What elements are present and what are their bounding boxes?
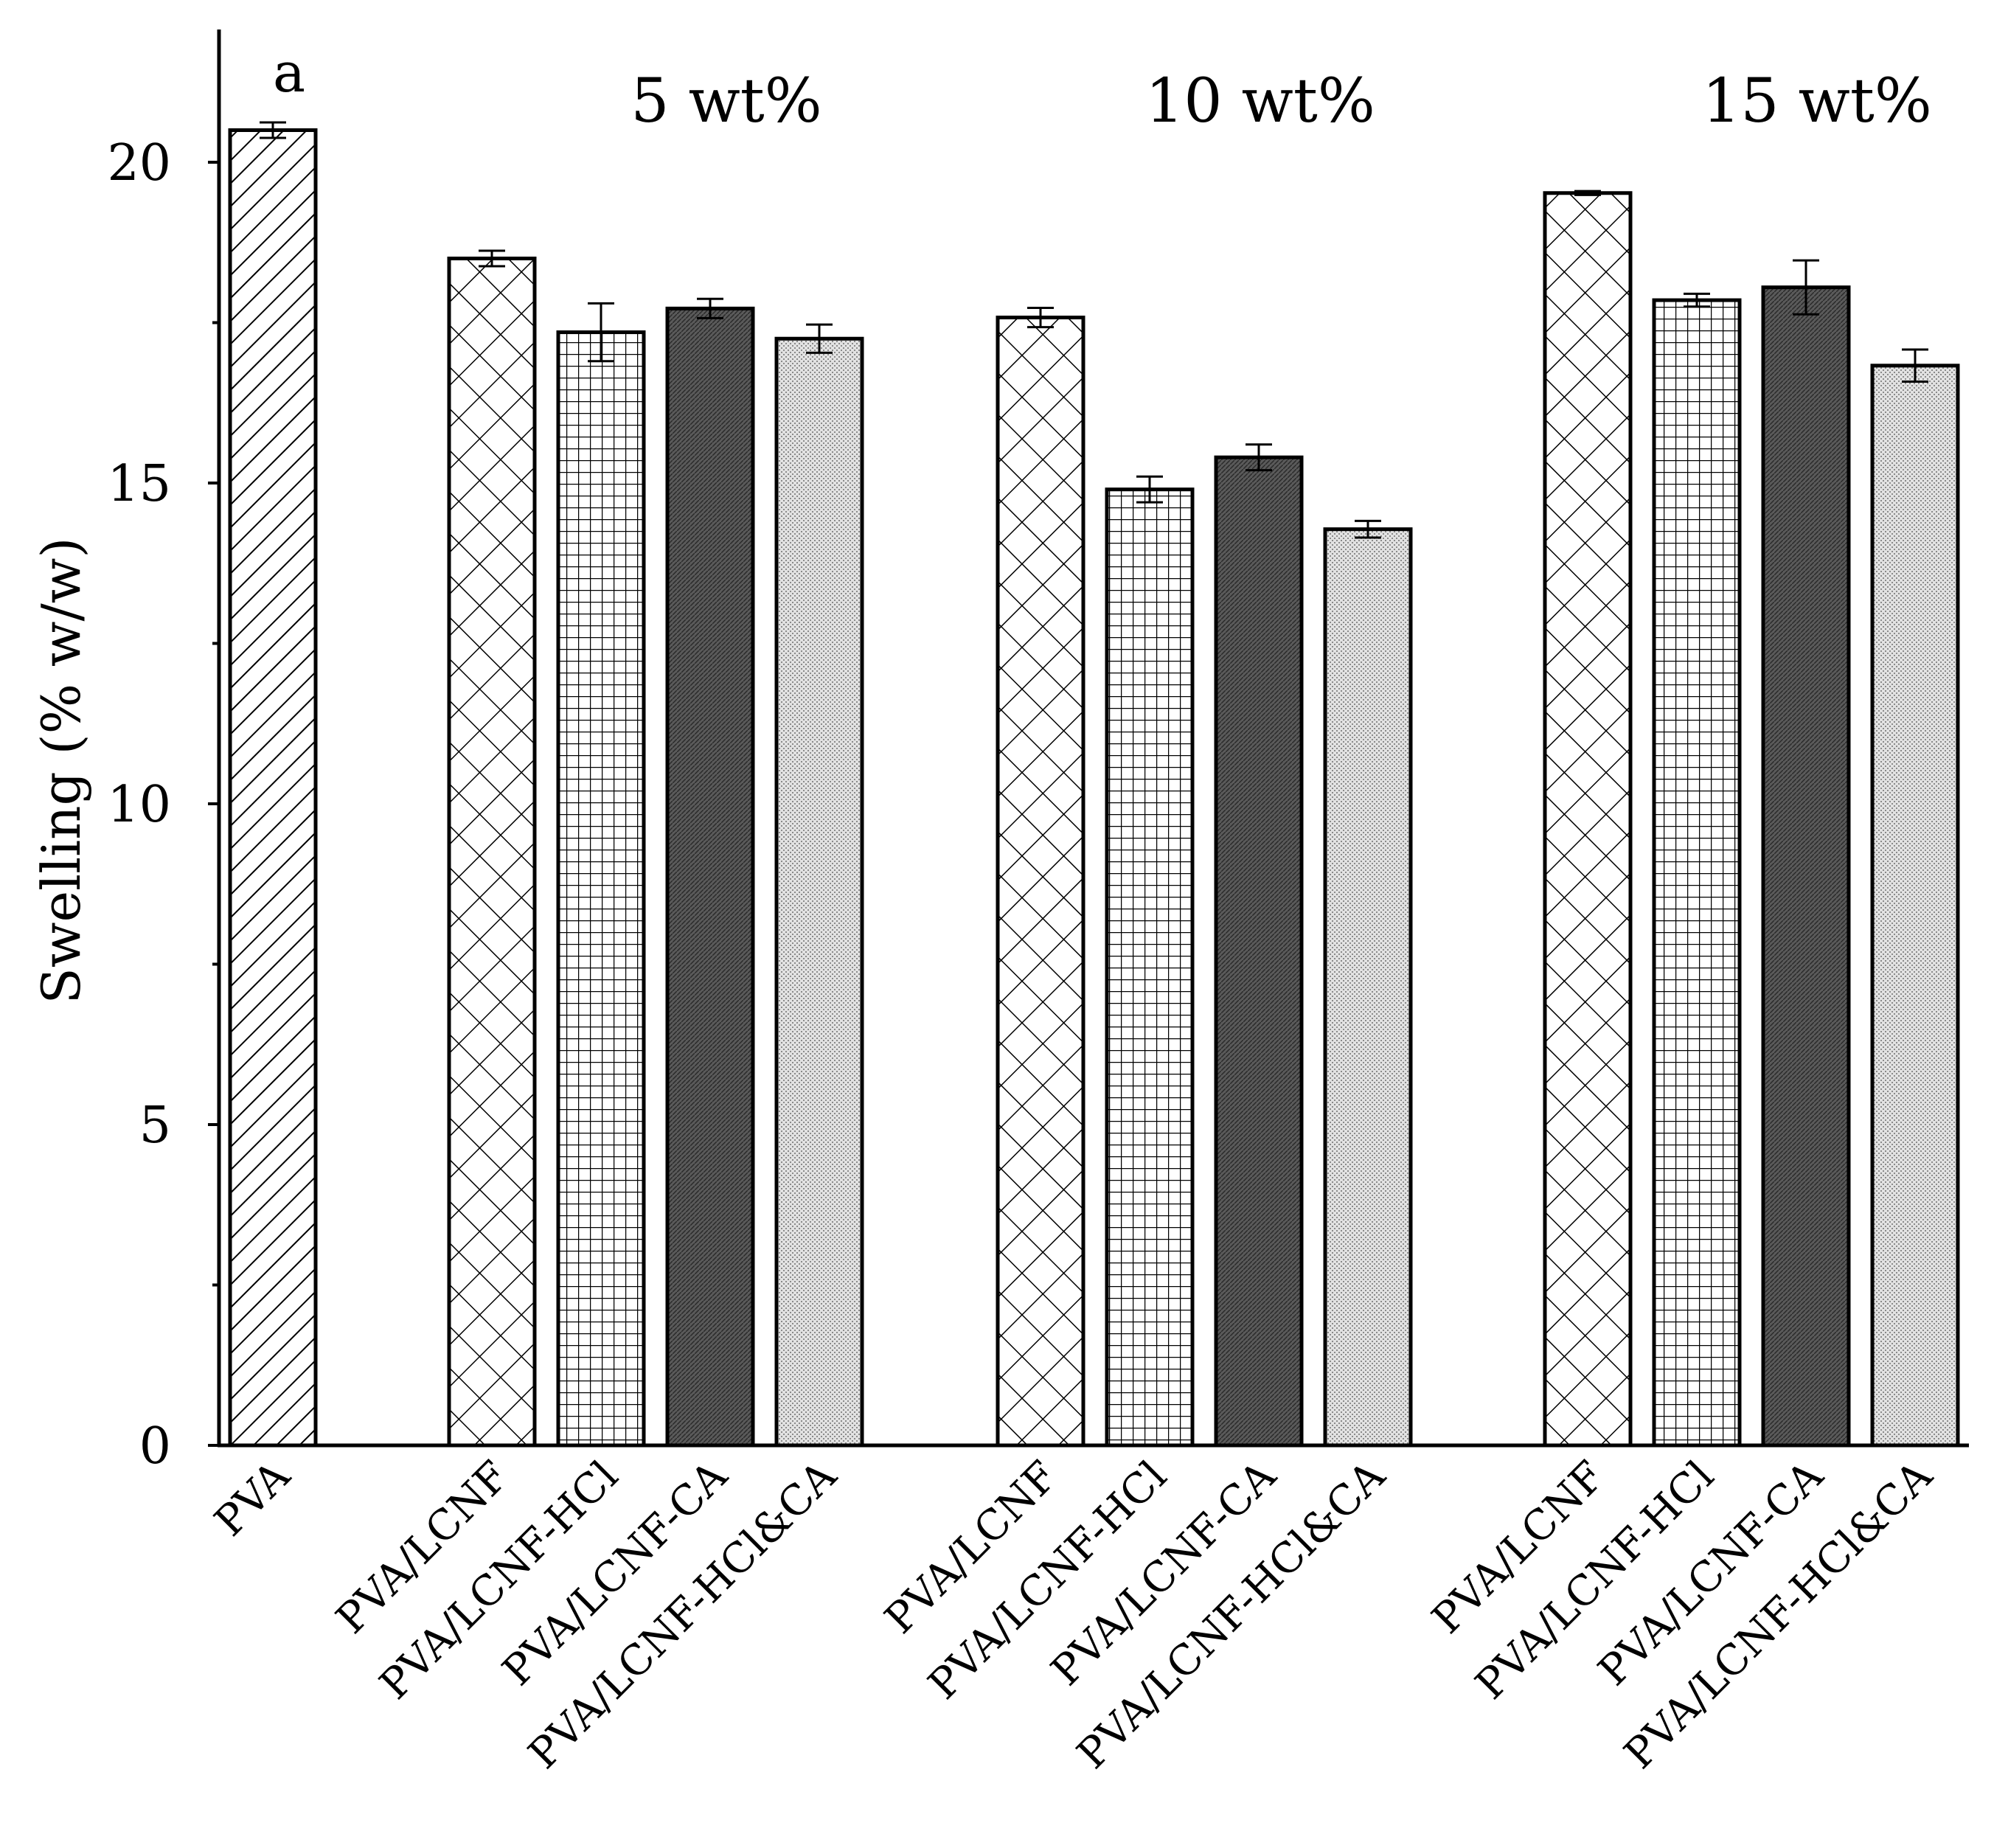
group-label-5-wt: 5 wt% bbox=[630, 66, 821, 136]
bar-pva-lcnf-5-wt bbox=[447, 257, 537, 1448]
y-tick-label: 0 bbox=[139, 1417, 171, 1476]
error-bar bbox=[1246, 443, 1272, 472]
error-bar bbox=[1684, 292, 1710, 308]
bar-pva-lcnf-15-wt bbox=[1543, 191, 1633, 1448]
bar-pva-lcnf-hcl-and-ca-10-wt bbox=[1323, 527, 1413, 1448]
error-bar bbox=[1793, 259, 1819, 316]
error-bar bbox=[697, 297, 723, 319]
error-bar bbox=[1136, 475, 1163, 504]
y-axis-title: Swelling (% w/w) bbox=[30, 538, 92, 1004]
error-bar bbox=[806, 323, 833, 354]
group-label-10-wt: 10 wt% bbox=[1145, 66, 1375, 136]
bar-pva-lcnf-hcl-and-ca-5-wt bbox=[774, 336, 864, 1448]
bar-pva-lcnf-hcl-and-ca-15-wt bbox=[1870, 364, 1960, 1448]
group-label-15-wt: 15 wt% bbox=[1702, 66, 1931, 136]
bar-pva-lcnf-ca-5-wt bbox=[665, 306, 755, 1448]
error-bar bbox=[1902, 348, 1928, 383]
group-labels: 5 wt% 10 wt% 15 wt% bbox=[630, 66, 1931, 136]
x-tick-label: PVA bbox=[206, 1452, 300, 1546]
error-bar bbox=[479, 249, 505, 268]
bar-pva-lcnf-hcl-5-wt bbox=[556, 330, 646, 1448]
y-ticks: 0 5 10 15 20 bbox=[107, 134, 219, 1476]
bar-pva-lcnf-hcl-15-wt bbox=[1652, 298, 1742, 1448]
error-bar bbox=[1574, 190, 1601, 196]
bars-layer bbox=[228, 128, 1960, 1448]
error-bar bbox=[260, 121, 286, 139]
error-bar bbox=[1027, 306, 1054, 329]
error-bar bbox=[588, 302, 614, 363]
y-tick-label: 10 bbox=[107, 776, 171, 834]
y-tick-label: 5 bbox=[139, 1097, 171, 1155]
panel-label: a bbox=[273, 41, 305, 105]
bar-pva-lcnf-ca-10-wt bbox=[1214, 455, 1304, 1448]
error-bar bbox=[1355, 519, 1381, 539]
y-tick-label: 20 bbox=[107, 134, 171, 192]
bar-pva-lcnf-10-wt bbox=[996, 316, 1085, 1448]
y-tick-label: 15 bbox=[107, 455, 171, 513]
bar-pva bbox=[228, 128, 318, 1448]
error-bars-layer bbox=[260, 121, 1928, 539]
bar-pva-lcnf-hcl-10-wt bbox=[1105, 487, 1195, 1448]
x-tick-labels: PVA PVA/LCNFPVA/LCNF-HClPVA/LCNF-CAPVA/LC… bbox=[206, 1452, 1942, 1779]
bar-pva-lcnf-ca-15-wt bbox=[1761, 285, 1851, 1448]
